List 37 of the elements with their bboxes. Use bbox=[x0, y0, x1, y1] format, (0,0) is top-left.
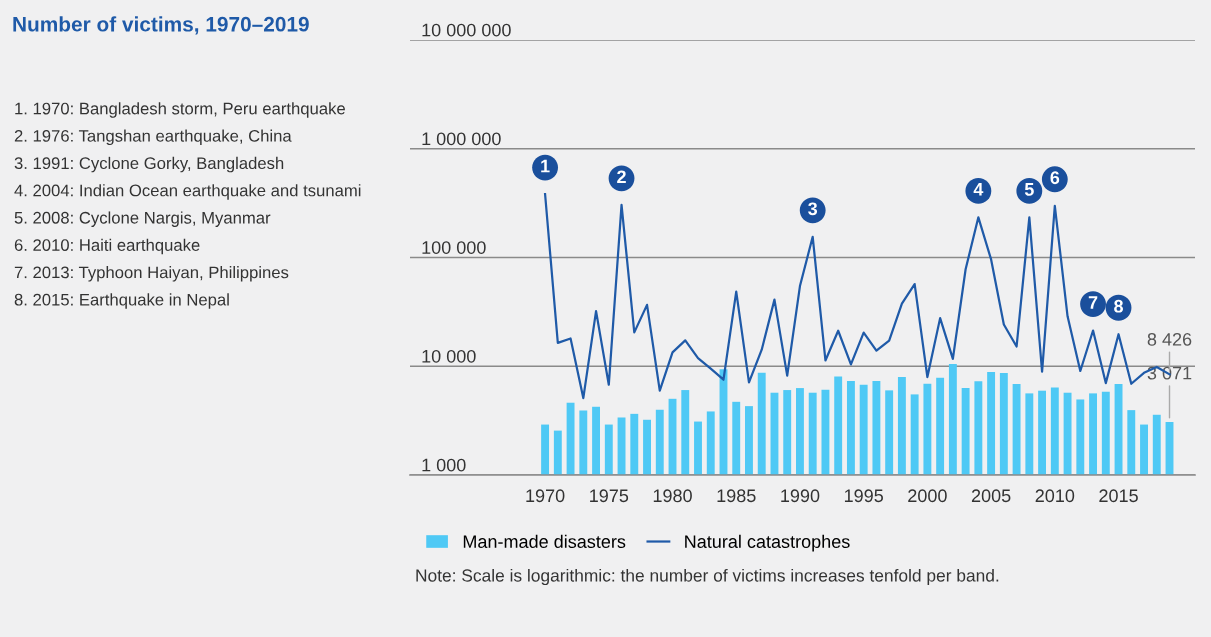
text: Number of victims, 1970–2019 bbox=[13, 16, 309, 35]
legend-label: Natural catastrophes bbox=[685, 534, 850, 552]
text: 1. 1970: Bangladesh storm, Peru earthquake bbox=[15, 102, 345, 118]
legend-label: Man-made disasters bbox=[463, 534, 626, 549]
x-tick-label: 1995 bbox=[844, 489, 883, 503]
text: 6. 2010: Haiti earthquake bbox=[14, 238, 200, 255]
annotation: 3 bbox=[808, 202, 818, 216]
x-tick-label: 2005 bbox=[971, 489, 1011, 503]
x-tick-label: 2010 bbox=[1035, 489, 1075, 503]
annotation: 8 bbox=[1114, 299, 1124, 313]
y-tick-label: 100 000 bbox=[422, 241, 486, 254]
y-tick-label: 10 000 000 bbox=[422, 23, 511, 37]
data-label: 3 071 bbox=[1147, 366, 1192, 380]
text: 7. 2013: Typhoon Haiyan, Philippines bbox=[14, 266, 289, 282]
x-tick-label: 1970 bbox=[526, 489, 565, 503]
annotation: 2 bbox=[617, 170, 626, 184]
text: 5. 2008: Cyclone Nargis, Myanmar bbox=[14, 211, 271, 227]
x-tick-label: 1990 bbox=[781, 489, 820, 503]
y-tick-label: 1 000 bbox=[422, 458, 466, 472]
annotation: 7 bbox=[1088, 296, 1098, 309]
text: Note: Scale is logarithmic: the number of victims increases tenfold per band. bbox=[416, 568, 999, 586]
annotation: 6 bbox=[1050, 171, 1060, 185]
x-tick-label: 1985 bbox=[717, 489, 756, 503]
annotation: 1 bbox=[541, 159, 550, 173]
text: 2. 1976: Tangshan earthquake, China bbox=[14, 129, 292, 146]
x-tick-label: 1980 bbox=[653, 489, 692, 503]
x-tick-label: 2000 bbox=[908, 489, 947, 503]
annotation: 4 bbox=[973, 183, 984, 196]
y-tick-label: 1 000 000 bbox=[422, 132, 501, 146]
x-tick-label: 2015 bbox=[1099, 489, 1138, 503]
text: 4. 2004: Indian Ocean earthquake and tsunami bbox=[14, 184, 361, 200]
text: 8. 2015: Earthquake in Nepal bbox=[14, 293, 229, 309]
y-tick-label: 10 000 bbox=[422, 349, 476, 363]
data-label: 8 426 bbox=[1147, 332, 1192, 346]
annotation: 5 bbox=[1024, 183, 1034, 196]
x-tick-label: 1975 bbox=[590, 489, 629, 503]
text: 3. 1991: Cyclone Gorky, Bangladesh bbox=[14, 156, 284, 173]
